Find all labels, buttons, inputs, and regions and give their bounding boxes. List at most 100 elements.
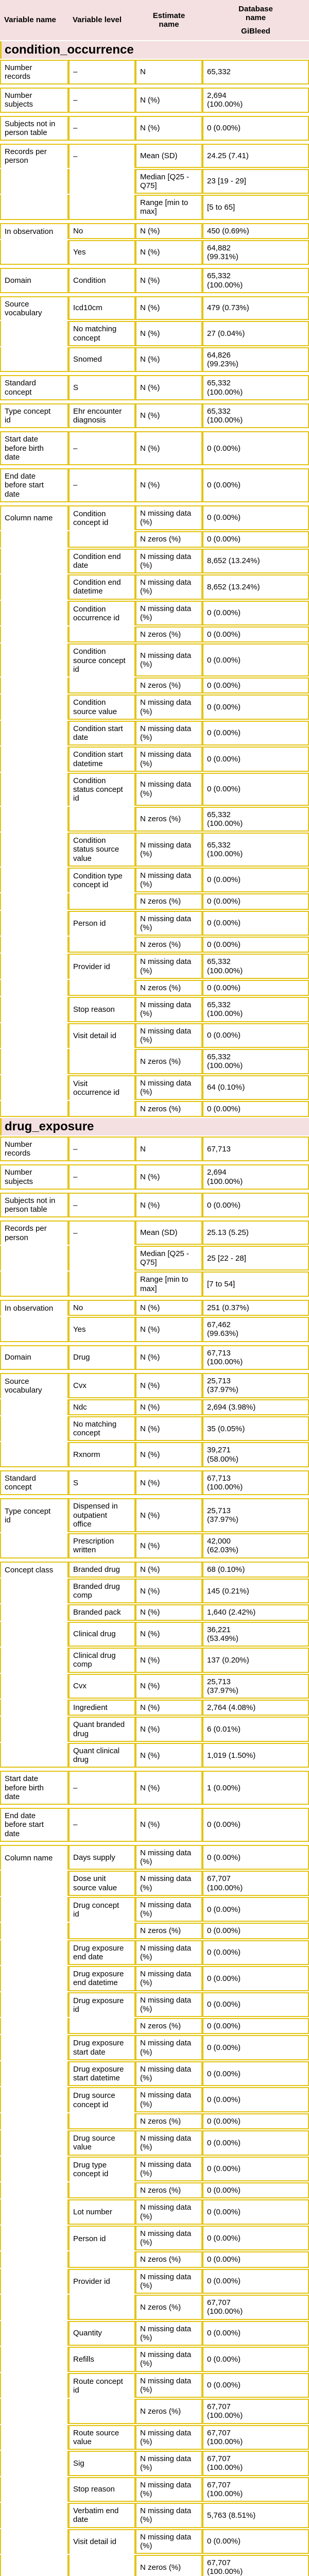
- group-spacer-row: [0, 401, 309, 402]
- estimate-name-cell: N (%): [135, 1399, 202, 1415]
- estimate-name-cell: N (%): [135, 296, 202, 320]
- variable-level-cell-continuation: [68, 2399, 135, 2424]
- group-spacer-row: [0, 1468, 309, 1469]
- estimate-name-cell: N missing data (%): [135, 954, 202, 979]
- estimate-value-cell: 0 (0.00%): [202, 115, 309, 141]
- estimate-value-cell: 65,332 (100.00%): [202, 403, 309, 429]
- variable-name-cell: Domain: [0, 1345, 68, 1370]
- variable-name-cell-continuation: [0, 1923, 68, 1939]
- variable-level-cell: –: [68, 1164, 135, 1190]
- table-row: Type concept id Ehr encounter diagnosis N …: [0, 403, 309, 429]
- estimate-name-cell: N zeros (%): [135, 2295, 202, 2320]
- variable-name-cell-continuation: [0, 2320, 68, 2346]
- estimate-value-cell: 1,640 (2.42%): [202, 1604, 309, 1621]
- table-row: Domain Condition N (%) 65,332 (100.00%): [0, 268, 309, 293]
- variable-name-cell: Number subjects: [0, 1164, 68, 1190]
- variable-name-cell-continuation: [0, 1416, 68, 1442]
- table-row: Median [Q25 - Q75] 25 [22 - 28]: [0, 1245, 309, 1271]
- variable-name-cell-continuation: [0, 2268, 68, 2294]
- estimate-value-cell: 39,271 (58.00%): [202, 1442, 309, 1467]
- variable-level-cell-continuation: [68, 531, 135, 548]
- variable-name-cell: Start date before birth date: [0, 431, 68, 466]
- estimate-value-cell: 251 (0.37%): [202, 1299, 309, 1316]
- estimate-name-cell: N zeros (%): [135, 806, 202, 832]
- variable-level-cell-continuation: [68, 1245, 135, 1271]
- estimate-name-cell: N (%): [135, 1317, 202, 1342]
- variable-level-cell-continuation: [68, 2182, 135, 2199]
- table-row: Lot number N missing data (%) 0 (0.00%): [0, 2199, 309, 2225]
- table-row: N zeros (%) 67,707 (100.00%): [0, 2295, 309, 2320]
- estimate-name-cell: N zeros (%): [135, 2182, 202, 2199]
- group-spacer-row: [0, 1496, 309, 1497]
- table-row: Sig N missing data (%) 67,707 (100.00%): [0, 2451, 309, 2476]
- table-row: In observation No N (%) 251 (0.37%): [0, 1299, 309, 1316]
- variable-name-cell-continuation: [0, 1871, 68, 1896]
- estimate-name-cell: N zeros (%): [135, 677, 202, 694]
- variable-level-cell: Drug exposure start date: [68, 2035, 135, 2060]
- estimate-name-cell: N zeros (%): [135, 2555, 202, 2576]
- group-spacer: [0, 1218, 309, 1219]
- estimate-name-cell: N (%): [135, 1700, 202, 1716]
- group-spacer: [0, 1843, 309, 1844]
- estimate-value-cell: 0 (0.00%): [202, 979, 309, 996]
- variable-name-cell-continuation: [0, 1621, 68, 1647]
- variable-level-cell: S: [68, 375, 135, 400]
- estimate-value-cell: 2,694 (3.98%): [202, 1399, 309, 1415]
- variable-level-cell: Days supply: [68, 1844, 135, 1870]
- estimate-value-cell: 0 (0.00%): [202, 2529, 309, 2554]
- estimate-name-cell: N (%): [135, 403, 202, 429]
- group-spacer-row: [0, 1560, 309, 1561]
- estimate-value-cell: 65,332: [202, 59, 309, 85]
- estimate-value-cell: 145 (0.21%): [202, 1578, 309, 1604]
- variable-name-cell-continuation: [0, 2503, 68, 2528]
- group-spacer: [0, 294, 309, 295]
- estimate-value-cell: 0 (0.00%): [202, 772, 309, 806]
- estimate-name-cell: N missing data (%): [135, 2503, 202, 2528]
- table-row: Records per person – Mean (SD) 25.13 (5.25): [0, 1221, 309, 1245]
- summary-table-body: condition_occurrence Number records – N 65,3…: [0, 41, 309, 2576]
- table-row: N zeros (%) 65,332 (100.00%): [0, 806, 309, 832]
- variable-level-cell-continuation: [68, 979, 135, 996]
- variable-level-cell: Yes: [68, 240, 135, 265]
- table-row: Condition end datetime N missing data (%)…: [0, 574, 309, 600]
- table-row: Number records – N 67,713: [0, 1136, 309, 1162]
- variable-name-cell-continuation: [0, 1966, 68, 1991]
- table-row: Condition type concept id N missing data …: [0, 867, 309, 893]
- variable-name-cell-continuation: [0, 1578, 68, 1604]
- table-row: Type concept id Dispensed in outpatient o…: [0, 1498, 309, 1533]
- table-row: Drug exposure id N missing data (%) 0 (0.0…: [0, 1992, 309, 2018]
- estimate-name-cell: N (%): [135, 347, 202, 372]
- estimate-name-cell: N missing data (%): [135, 1940, 202, 1965]
- variable-name-cell: Number records: [0, 1136, 68, 1162]
- variable-name-cell: Start date before birth date: [0, 1771, 68, 1805]
- group-spacer: [0, 1806, 309, 1807]
- group-spacer: [0, 401, 309, 402]
- table-row: N zeros (%) 65,332 (100.00%): [0, 1049, 309, 1074]
- group-spacer-row: [0, 114, 309, 115]
- table-row: N zeros (%) 0 (0.00%): [0, 1923, 309, 1939]
- estimate-value-cell: 67,707 (100.00%): [202, 2555, 309, 2576]
- table-row: Quant branded drug N (%) 6 (0.01%): [0, 1717, 309, 1742]
- variable-level-cell: Provider id: [68, 954, 135, 979]
- table-row: N zeros (%) 0 (0.00%): [0, 677, 309, 694]
- estimate-name-cell: N missing data (%): [135, 548, 202, 574]
- variable-name-cell-continuation: [0, 772, 68, 806]
- estimate-value-cell: 0 (0.00%): [202, 1808, 309, 1842]
- estimate-value-cell: 0 (0.00%): [202, 2320, 309, 2346]
- estimate-value-cell: 0 (0.00%): [202, 2199, 309, 2225]
- variable-level-cell: Snomed: [68, 347, 135, 372]
- variable-name-cell-continuation: [0, 2399, 68, 2424]
- table-row: N zeros (%) 0 (0.00%): [0, 1101, 309, 1117]
- estimate-value-cell: 450 (0.69%): [202, 223, 309, 239]
- variable-name-cell-continuation: [0, 195, 68, 220]
- table-row: N zeros (%) 0 (0.00%): [0, 979, 309, 996]
- estimate-name-cell: N zeros (%): [135, 2399, 202, 2424]
- variable-level-cell: Condition type concept id: [68, 867, 135, 893]
- table-row: N zeros (%) 67,707 (100.00%): [0, 2399, 309, 2424]
- table-row: Column name Days supply N missing data (%)…: [0, 1844, 309, 1870]
- estimate-name-cell: Median [Q25 - Q75]: [135, 168, 202, 194]
- estimate-value-cell: 8,652 (13.24%): [202, 548, 309, 574]
- group-spacer-row: [0, 294, 309, 295]
- table-row: Branded drug comp N (%) 145 (0.21%): [0, 1578, 309, 1604]
- estimate-value-cell: 0 (0.00%): [202, 1101, 309, 1117]
